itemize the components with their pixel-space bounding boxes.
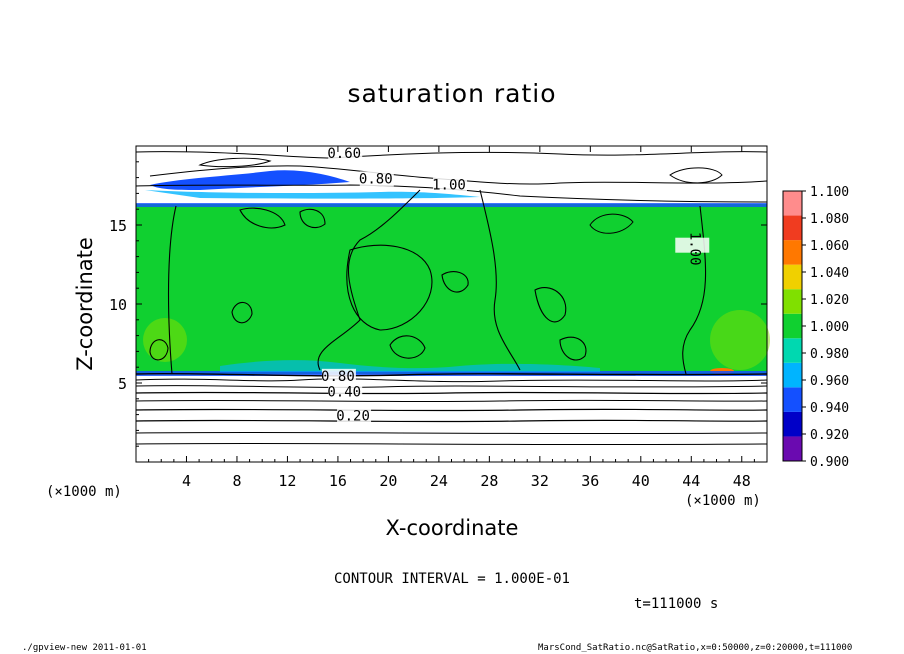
colorbar-label: 1.040	[810, 266, 849, 281]
y-tick-label: 10	[109, 296, 127, 314]
colorbar-label: 0.980	[810, 347, 849, 362]
contour-label-bg	[321, 368, 356, 384]
x-tick-label: 12	[278, 472, 296, 490]
colorbar-segment	[783, 387, 802, 412]
footer-left: ./gpview-new 2011-01-01	[22, 643, 147, 653]
contour-label-bg	[675, 237, 710, 253]
x-tick-label: 28	[480, 472, 498, 490]
y-tick-label: 5	[118, 375, 127, 393]
y-tick-label: 15	[109, 217, 127, 235]
upper-blue-edge	[136, 203, 767, 207]
y-axis: 5 10 15	[109, 161, 767, 447]
y-axis-label: Z-coordinate	[73, 237, 97, 371]
colorbar-label: 1.000	[810, 320, 849, 335]
colorbar-label: 1.100	[810, 185, 849, 200]
upper-cyan-streak	[145, 190, 480, 199]
colorbar-segment	[783, 313, 802, 339]
upper-contours	[135, 151, 768, 234]
x-axis-label: X-coordinate	[386, 516, 519, 540]
x-tick-label: 36	[581, 472, 599, 490]
x-axis: 4 8 12 16 20 24 28 32 36 40 44 48	[148, 146, 755, 490]
contour-label-bg	[359, 171, 394, 187]
unity-contours	[149, 189, 707, 375]
plot-area: 0.600.80 1.001.000.800.400.20	[135, 145, 770, 463]
contour-label-bg	[337, 408, 372, 424]
lower-contours	[135, 372, 768, 446]
chart-title: saturation ratio	[347, 79, 556, 108]
light-fill-right	[710, 310, 770, 370]
x-tick-label: 24	[430, 472, 448, 490]
colorbar-label: 0.940	[810, 401, 849, 416]
colorbar-label: 0.960	[810, 374, 849, 389]
contour-label: 0.80	[359, 171, 393, 187]
x-tick-label: 16	[329, 472, 347, 490]
x-tick-label: 20	[379, 472, 397, 490]
colorbar-segment	[783, 362, 802, 388]
time-label: t=111000 s	[634, 596, 718, 612]
lower-cyan-edge	[220, 360, 600, 372]
x-tick-label: 40	[632, 472, 650, 490]
contour-label-bg	[328, 146, 363, 162]
colorbar: 0.900 0.920 0.940 0.960 0.980 1.000 1.020 1.040…	[782, 185, 849, 470]
contour-interval-label: CONTOUR INTERVAL = 1.000E-01	[334, 571, 570, 587]
x-tick-label: 32	[531, 472, 549, 490]
contour-label: 1.00	[432, 178, 466, 194]
colorbar-segment	[783, 338, 802, 363]
light-fill-left	[143, 318, 187, 362]
contour-label-bg	[328, 384, 363, 400]
colorbar-segment	[783, 264, 802, 290]
contour-labels: 0.600.80 1.001.000.800.400.20	[321, 146, 710, 424]
colorbar-segment	[783, 240, 802, 265]
contour-label: 0.20	[336, 408, 370, 424]
green-fill-region	[136, 204, 767, 374]
contour-label: 0.60	[327, 146, 361, 162]
colorbar-label: 0.920	[810, 428, 849, 443]
x-tick-label: 8	[232, 472, 241, 490]
contour-label: 0.40	[327, 385, 361, 401]
contour-label-bg	[432, 177, 467, 193]
x-unit-label: (×1000 m)	[685, 493, 761, 509]
footer-right: MarsCond_SatRatio.nc@SatRatio,x=0:50000,…	[538, 643, 852, 653]
colorbar-segment	[783, 411, 802, 437]
colorbar-segment	[783, 289, 802, 314]
y-unit-label: (×1000 m)	[46, 484, 122, 500]
contour-label: 1.00	[686, 232, 702, 266]
x-tick-label: 44	[682, 472, 700, 490]
x-tick-label: 4	[182, 472, 191, 490]
colorbar-segment	[783, 436, 802, 461]
colorbar-label: 0.900	[810, 455, 849, 470]
colorbar-segment	[783, 215, 802, 241]
colorbar-segment	[783, 191, 802, 216]
colorbar-label: 1.020	[810, 293, 849, 308]
colorbar-label: 1.080	[810, 212, 849, 227]
colorbar-label: 1.060	[810, 239, 849, 254]
contour-label: 0.80	[321, 369, 355, 385]
x-tick-label: 48	[733, 472, 751, 490]
